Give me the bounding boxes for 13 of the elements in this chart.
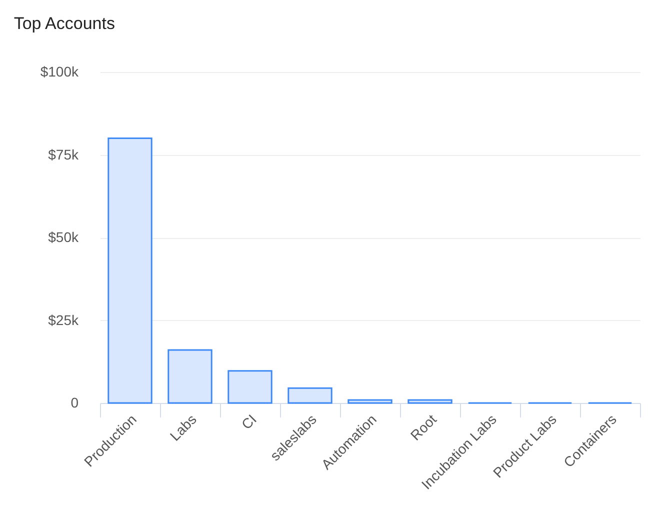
bar [108, 137, 152, 404]
y-tick-label: $25k [48, 312, 80, 328]
y-tick-label: $75k [48, 146, 80, 162]
bar [288, 387, 332, 404]
bar [408, 399, 452, 404]
chart-title: Top Accounts [14, 14, 115, 33]
bar [168, 349, 212, 404]
y-tick-label: 0 [70, 394, 79, 410]
y-tick-label: $100k [40, 64, 80, 80]
bar [228, 370, 272, 404]
y-tick-label: $50k [48, 229, 80, 245]
x-tick-label: CI [238, 411, 260, 432]
bar [348, 399, 392, 404]
